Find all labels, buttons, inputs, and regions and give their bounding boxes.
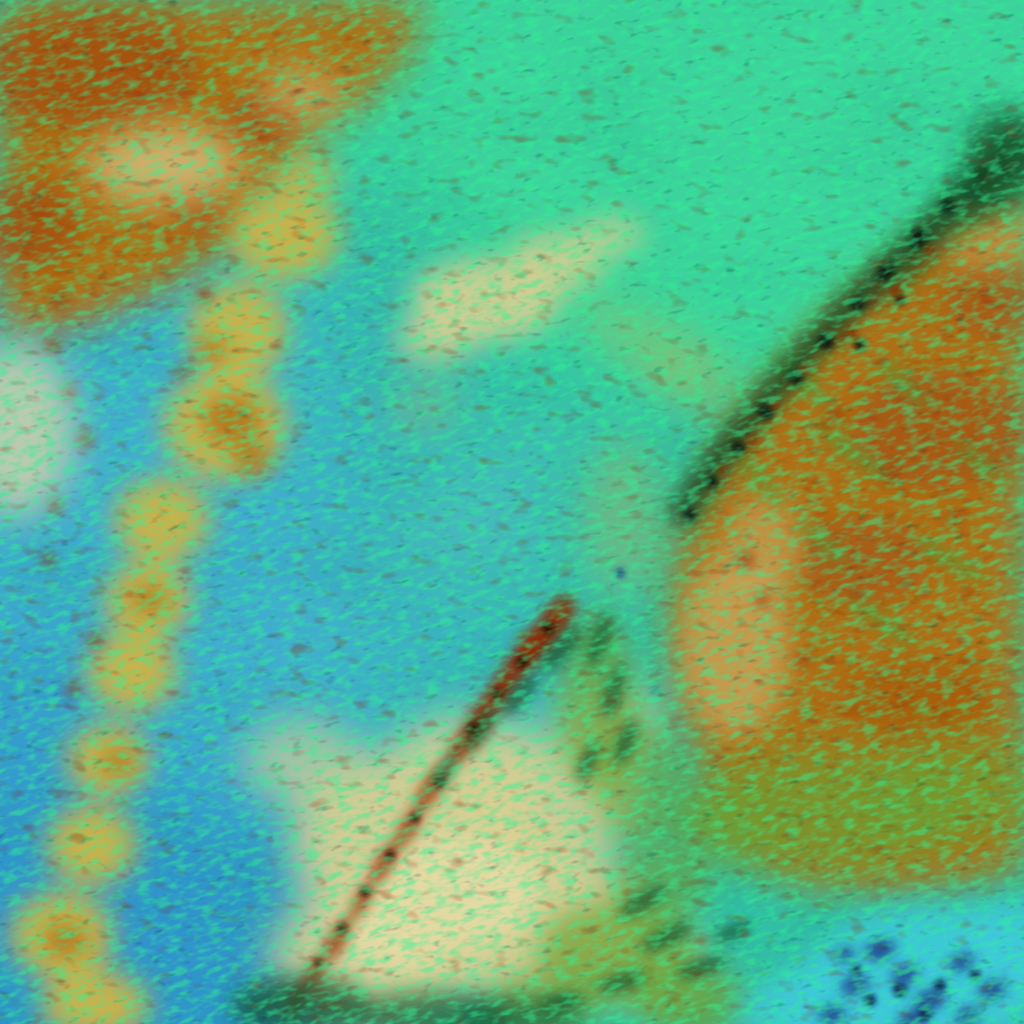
satellite-image bbox=[0, 0, 1024, 1024]
speckle-overlay-red bbox=[0, 0, 1024, 1024]
